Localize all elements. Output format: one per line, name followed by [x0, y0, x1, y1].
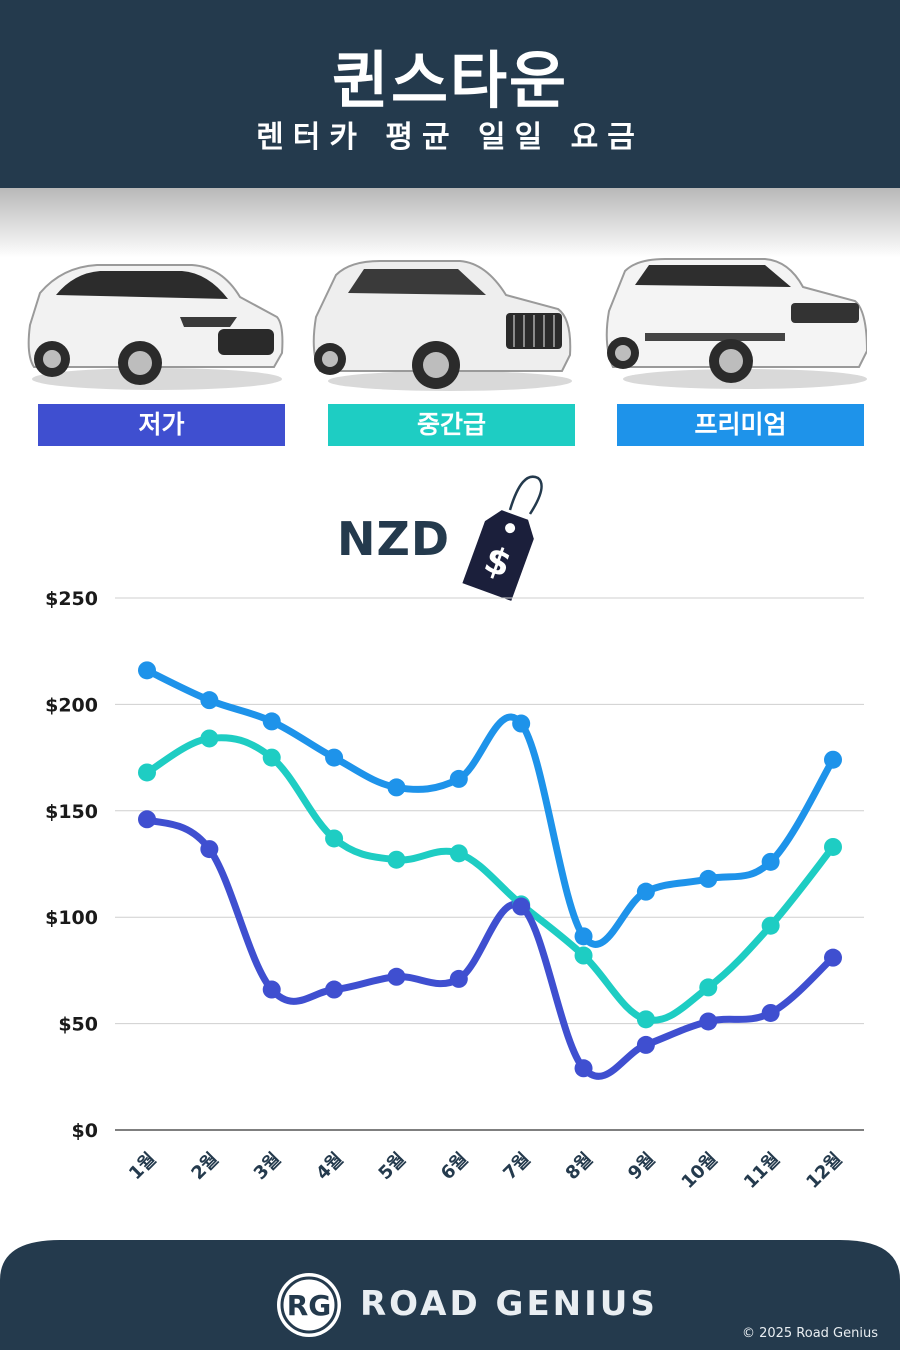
- series-line-2: [143, 815, 837, 1080]
- data-point: [574, 946, 593, 965]
- data-point: [636, 1010, 655, 1029]
- data-point: [138, 810, 156, 829]
- data-point: [262, 712, 281, 731]
- data-point: [387, 778, 406, 797]
- midsize-car-image: [312, 260, 572, 391]
- y-tick-label: $100: [45, 907, 98, 929]
- data-point: [761, 916, 780, 935]
- data-point: [699, 978, 718, 997]
- data-point: [200, 840, 219, 859]
- data-point: [824, 948, 842, 967]
- data-point: [699, 1012, 718, 1031]
- data-point: [138, 661, 156, 680]
- copyright-text: © 2025 Road Genius: [741, 1326, 878, 1341]
- data-point: [325, 829, 344, 848]
- x-tick-label: 10월: [678, 1149, 722, 1193]
- data-point: [824, 837, 842, 856]
- data-point: [262, 748, 281, 767]
- currency-label: NZD: [337, 512, 451, 566]
- header-banner: 퀸스타운 렌터카 평균 일일 요금: [0, 0, 900, 188]
- category-label-premium: 프리미엄: [617, 404, 864, 446]
- x-tick-label: 11월: [740, 1149, 784, 1193]
- data-point: [761, 852, 780, 871]
- page-title: 퀸스타운: [331, 44, 569, 117]
- data-point: [636, 1035, 655, 1054]
- data-point: [387, 850, 406, 869]
- category-label-midsize: 중간급: [328, 404, 575, 446]
- x-tick-label: 12월: [802, 1149, 846, 1193]
- x-tick-label: 4월: [312, 1149, 347, 1184]
- y-tick-label: $200: [45, 694, 98, 716]
- data-point: [761, 1003, 780, 1022]
- y-tick-label: $50: [58, 1014, 98, 1036]
- data-point: [449, 844, 468, 863]
- x-tick-label: 6월: [437, 1149, 472, 1184]
- page-subtitle: 렌터카 평균 일일 요금: [256, 120, 644, 155]
- data-point: [574, 1059, 593, 1078]
- data-point: [824, 750, 842, 769]
- data-point: [512, 714, 531, 733]
- brand-name: ROAD GENIUS: [360, 1284, 658, 1324]
- y-tick-label: $250: [45, 588, 98, 610]
- data-point: [387, 967, 406, 986]
- price-tag-icon: $: [462, 475, 543, 601]
- x-tick-label: 7월: [499, 1149, 534, 1184]
- header-shadow: [0, 188, 900, 258]
- data-point: [325, 980, 344, 999]
- data-point: [512, 897, 531, 916]
- y-tick-label: $150: [45, 801, 98, 823]
- data-point: [200, 729, 219, 748]
- x-tick-label: 8월: [562, 1149, 597, 1184]
- x-tick-label: 1월: [125, 1149, 160, 1184]
- logo-text: RG: [287, 1289, 332, 1322]
- footer-banner: [0, 1240, 900, 1350]
- x-tick-label: 3월: [250, 1149, 285, 1184]
- price-line-chart: $0 $50 $100 $150 $200 $250 1월 2월 3월 4월 5월 6월 7월 8월 9월…: [45, 588, 864, 1193]
- premium-car-image: [605, 258, 867, 389]
- data-point: [200, 691, 219, 710]
- data-point: [574, 927, 593, 946]
- x-tick-label: 2월: [187, 1149, 222, 1184]
- road-genius-logo: RG: [277, 1273, 341, 1337]
- category-label-economy: 저가: [38, 404, 285, 446]
- data-point: [138, 763, 156, 782]
- x-tick-label: 5월: [375, 1149, 410, 1184]
- data-point: [636, 882, 655, 901]
- data-point: [449, 969, 468, 988]
- data-point: [699, 869, 718, 888]
- data-point: [325, 748, 344, 767]
- x-tick-label: 9월: [624, 1149, 659, 1184]
- data-point: [449, 769, 468, 788]
- series-line-0: [143, 666, 837, 948]
- economy-car-image: [27, 264, 284, 390]
- data-point: [262, 980, 281, 999]
- y-tick-label: $0: [72, 1120, 98, 1142]
